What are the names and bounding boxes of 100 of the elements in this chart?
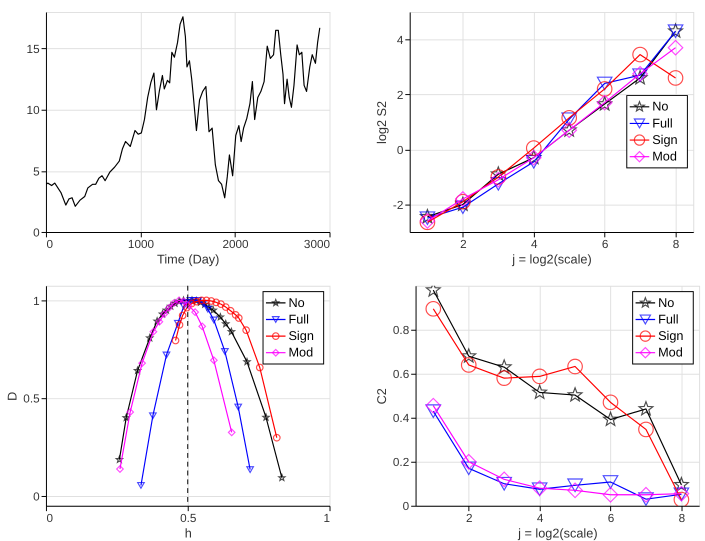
y-axis-title: C2: [374, 388, 390, 404]
point: [278, 474, 286, 482]
point: [234, 314, 243, 322]
point: [167, 302, 174, 310]
x-tick-label: 2: [460, 238, 467, 252]
point: [603, 412, 618, 426]
point: [148, 412, 157, 420]
point: [234, 404, 242, 410]
point: [160, 310, 168, 318]
point: [228, 428, 236, 436]
x-tick-label: 8: [672, 238, 680, 252]
y-tick-label: 1: [33, 294, 40, 308]
point: [567, 482, 583, 498]
legend-label: Mod: [658, 344, 683, 360]
y-axis-title: D: [4, 392, 20, 401]
point: [162, 306, 170, 314]
x-tick-label: 0.5: [180, 512, 197, 525]
point: [638, 401, 654, 416]
point: [632, 46, 648, 62]
point: [526, 154, 542, 169]
point: [246, 466, 254, 474]
point: [242, 326, 250, 334]
point: [455, 200, 471, 214]
point: [188, 300, 196, 308]
point: [568, 387, 583, 402]
point: [567, 358, 583, 374]
point: [202, 296, 210, 304]
point: [638, 492, 654, 506]
y-tick-label: 4: [396, 34, 404, 47]
point: [460, 357, 477, 373]
point: [178, 312, 187, 320]
point: [228, 328, 236, 335]
point: [532, 384, 548, 399]
point: [156, 318, 164, 326]
x-tick-label: 6: [608, 512, 614, 525]
point: [425, 398, 442, 414]
legend-label: Sign: [652, 132, 678, 147]
x-tick-label: 6: [602, 238, 608, 252]
legend-label: No: [658, 294, 674, 310]
legend-label: Sign: [288, 328, 314, 344]
point: [207, 297, 216, 305]
point: [182, 298, 190, 306]
point: [153, 317, 161, 324]
point: [165, 304, 173, 312]
point: [461, 348, 476, 363]
point: [668, 70, 684, 86]
point: [191, 308, 199, 316]
point: [137, 482, 145, 489]
point: [122, 414, 130, 421]
y-tick-label: 0.4: [392, 412, 410, 426]
point: [490, 166, 506, 181]
point: [496, 476, 512, 491]
point: [210, 356, 218, 364]
point: [596, 76, 612, 90]
point: [674, 477, 689, 492]
legend-label: Full: [652, 115, 673, 130]
y-tick-label: 0: [33, 490, 40, 504]
y-tick-label: 0.5: [23, 392, 40, 406]
x-tick-label: 4: [530, 238, 538, 252]
point: [602, 486, 618, 503]
point: [496, 359, 512, 374]
legend-label: Mod: [652, 148, 677, 164]
legend-label: No: [652, 98, 668, 114]
point: [243, 358, 251, 366]
legend-label: Sign: [658, 328, 684, 344]
point: [674, 492, 690, 506]
point: [567, 478, 583, 492]
y-tick-label: 15: [26, 43, 40, 56]
point: [217, 300, 225, 308]
x-tick-label: 8: [678, 512, 686, 525]
point: [204, 306, 212, 313]
point: [221, 348, 229, 355]
x-tick-label: 0: [46, 512, 54, 525]
point: [460, 454, 477, 470]
y-tick-label: -2: [392, 198, 404, 212]
y-tick-label: 0.2: [392, 456, 410, 470]
point: [116, 456, 124, 463]
point: [256, 364, 264, 372]
y-tick-label: 2: [396, 88, 404, 102]
point: [205, 303, 213, 310]
point: [596, 81, 612, 97]
point: [455, 191, 471, 207]
y-tick-label: 0: [33, 226, 40, 240]
point: [162, 352, 170, 358]
point: [602, 394, 618, 410]
point: [116, 465, 124, 473]
point: [138, 359, 146, 368]
point: [216, 313, 224, 320]
point: [496, 370, 512, 386]
point: [532, 368, 548, 384]
point: [638, 422, 654, 438]
x-tick-label: 4: [536, 512, 544, 525]
point: [425, 301, 442, 317]
y-tick-label: 0: [396, 144, 404, 157]
point: [134, 366, 142, 374]
point: [490, 172, 506, 188]
y-tick-label: 0.8: [392, 324, 410, 338]
x-tick-label: 3000: [304, 238, 330, 252]
point: [232, 311, 240, 319]
x-tick-label: 1000: [128, 238, 154, 252]
